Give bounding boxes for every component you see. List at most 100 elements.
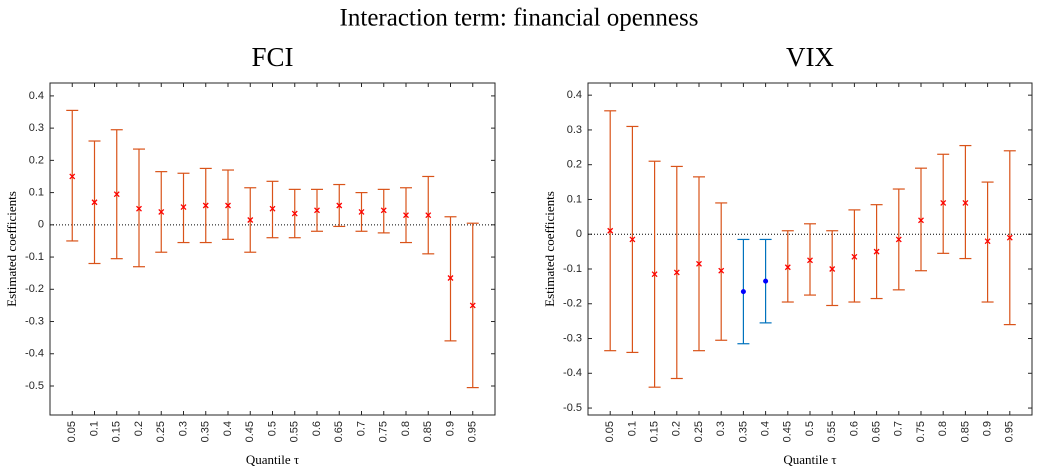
y-tick-label: 0: [576, 228, 582, 240]
x-tick-label: 0.65: [871, 421, 883, 442]
point-marker: [447, 275, 454, 281]
point-marker: [113, 191, 120, 198]
x-axis-label: Quantile τ: [246, 452, 299, 467]
x-tick-label: 0.25: [155, 421, 167, 442]
point-marker: [91, 199, 98, 206]
x-tick-label: 0.8: [400, 421, 412, 436]
x-tick-label: 0.8: [937, 421, 949, 436]
x-tick-label: 0.3: [177, 421, 189, 436]
x-tick-label: 0.9: [982, 421, 994, 436]
point-marker: [607, 227, 614, 234]
x-tick-label: 0.05: [604, 421, 616, 442]
point-marker: [225, 202, 231, 209]
point-marker: [784, 264, 791, 271]
x-tick-label: 0.95: [1004, 421, 1016, 442]
point-marker: [651, 271, 658, 278]
axes-frame: [587, 82, 1033, 416]
point-marker: [696, 260, 702, 267]
point-marker: [247, 217, 254, 223]
point-marker: [358, 208, 365, 215]
x-tick-label: 0.45: [782, 421, 794, 442]
x-tick-label: 0.4: [760, 421, 772, 436]
y-tick-label: -0.2: [563, 298, 582, 310]
y-tick-label: -0.1: [563, 263, 582, 275]
point-marker: [984, 238, 991, 245]
x-tick-label: 0.6: [848, 421, 860, 436]
x-tick-label: 0.1: [88, 421, 100, 436]
axes: VIX Quantile τ Estimated coefficients -0.5 -…: [542, 42, 1033, 467]
point-marker: [425, 212, 432, 219]
x-tick-label: 0.75: [378, 421, 390, 442]
point-marker: [1006, 234, 1013, 241]
y-tick-label: 0.2: [567, 159, 582, 171]
point-marker: [918, 217, 924, 224]
x-tick-label: 0.85: [422, 421, 434, 442]
y-tick-label: -0.5: [563, 402, 582, 414]
x-tick-label: 0.9: [444, 421, 456, 436]
y-tick-label: -0.4: [563, 367, 582, 379]
point-marker: [158, 208, 165, 215]
point-marker: [291, 210, 298, 217]
y-tick-label: -0.3: [25, 315, 44, 327]
y-tick-label: 0.2: [29, 154, 44, 166]
x-tick-label: 0.2: [671, 421, 683, 436]
point-marker: [851, 253, 858, 260]
x-tick-label: 0.55: [289, 421, 301, 442]
axes-frame: [49, 82, 496, 416]
x-tick-label: 0.15: [649, 421, 661, 442]
y-tick-label: -0.3: [563, 332, 582, 344]
x-tick-label: 0.35: [200, 421, 212, 442]
point-marker: [873, 248, 880, 255]
point-marker: [718, 267, 725, 274]
x-axis-label: Quantile τ: [783, 452, 836, 467]
x-tick-label: 0.35: [737, 421, 749, 442]
x-tick-label: 0.75: [915, 421, 927, 442]
y-tick-label: -0.2: [25, 283, 44, 295]
y-tick-label: -0.4: [25, 348, 44, 360]
y-tick-label: 0.4: [29, 90, 44, 102]
point-marker: [380, 207, 387, 214]
point-marker: [336, 202, 343, 209]
point-marker: [314, 207, 320, 214]
y-tick-label: 0.3: [567, 124, 582, 136]
x-tick-label: 0.15: [111, 421, 123, 442]
y-tick-label: 0.4: [567, 89, 582, 101]
point-marker: [469, 302, 476, 309]
point-marker: [962, 199, 969, 206]
subplot-title: FCI: [251, 42, 293, 72]
y-axis-label: Estimated coefficients: [4, 191, 19, 307]
point-marker: [895, 236, 902, 243]
point-marker: [940, 199, 947, 206]
subplot-title: VIX: [786, 42, 834, 72]
axes-background: [50, 83, 495, 415]
figure-title: Interaction term: financial openness: [340, 5, 699, 32]
y-tick-label: -0.1: [25, 251, 44, 263]
point-marker: [180, 204, 187, 211]
x-tick-label: 0.4: [222, 421, 234, 436]
point-marker: [269, 205, 276, 212]
y-tick-label: 0.1: [567, 193, 582, 205]
point-marker: [829, 266, 836, 272]
x-tick-label: 0.45: [244, 421, 256, 442]
x-tick-label: 0.7: [355, 421, 367, 436]
y-axis-label: Estimated coefficients: [542, 191, 557, 307]
x-tick-label: 0.55: [826, 421, 838, 442]
x-tick-label: 0.95: [467, 421, 479, 442]
point-marker: [202, 202, 209, 209]
point-marker: [629, 236, 636, 243]
x-tick-label: 0.5: [804, 421, 816, 436]
point-marker: [763, 278, 769, 284]
y-tick-label: 0.3: [29, 122, 44, 134]
x-tick-label: 0.7: [893, 421, 905, 436]
y-tick-label: 0.1: [29, 186, 44, 198]
point-marker: [740, 289, 746, 295]
x-tick-label: 0.5: [266, 421, 278, 436]
x-tick-label: 0.2: [133, 421, 145, 436]
point-marker: [69, 173, 76, 180]
axes: FCI Quantile τ Estimated coefficients -0.5 -…: [4, 42, 496, 467]
x-tick-label: 0.85: [959, 421, 971, 442]
point-marker: [403, 212, 409, 219]
x-tick-label: 0.1: [626, 421, 638, 436]
point-marker: [136, 205, 142, 212]
